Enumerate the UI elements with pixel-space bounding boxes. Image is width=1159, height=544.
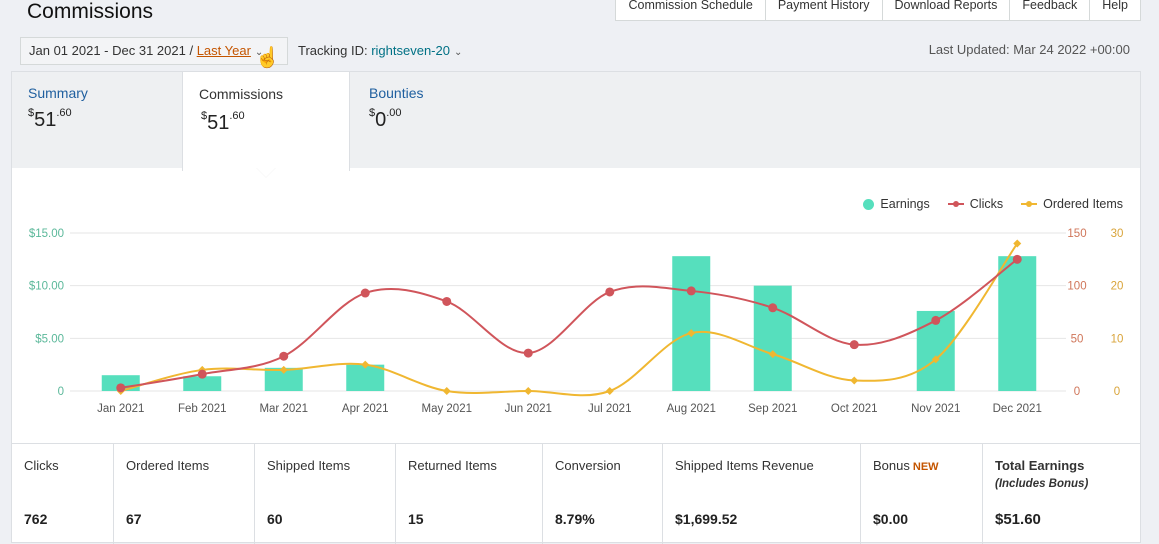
ordered-items-point <box>768 350 777 359</box>
ordered-items-point <box>687 329 696 338</box>
clicks-point <box>360 288 370 298</box>
x-axis-tick: Mar 2021 <box>259 403 308 415</box>
stat-clicks: Clicks 762 <box>24 458 59 527</box>
hand-cursor-icon: ☝ <box>255 47 280 69</box>
clicks-point <box>523 348 533 358</box>
legend-ordered-items[interactable]: Ordered Items <box>1021 197 1123 211</box>
left-axis-tick: $5.00 <box>35 333 64 345</box>
tab-bounties[interactable]: Bounties $0.00 <box>369 85 423 132</box>
tab-commissions-label: Commissions <box>199 86 284 102</box>
clicks-point <box>197 369 207 379</box>
clicks-point <box>279 351 289 361</box>
x-axis-tick: Dec 2021 <box>993 403 1042 415</box>
earnings-bar <box>264 367 303 391</box>
active-tab-pointer-fill <box>257 168 275 177</box>
earnings-bar <box>998 256 1037 391</box>
date-range-text: Jan 01 2021 - Dec 31 2021 / <box>29 43 197 58</box>
right-axis-clicks-tick: 150 <box>1067 228 1086 240</box>
ordered-items-point <box>605 387 614 395</box>
x-axis-tick: Apr 2021 <box>342 403 389 415</box>
x-axis-tick: Jul 2021 <box>588 403 631 415</box>
download-reports-link[interactable]: Download Reports <box>881 0 1010 20</box>
ordered-items-point <box>524 387 533 395</box>
x-axis-tick: Feb 2021 <box>178 403 227 415</box>
earnings-bar <box>183 376 222 391</box>
earnings-bar <box>672 256 711 391</box>
earnings-dot-icon <box>863 198 875 210</box>
ordered-line-icon <box>1021 201 1038 207</box>
ordered-items-point <box>931 355 940 364</box>
ordered-items-point <box>850 376 859 385</box>
stats-row: Clicks 762 Ordered Items 67 Shipped Items 6… <box>12 443 1141 544</box>
right-axis-clicks-tick: 50 <box>1071 333 1084 345</box>
commissions-amount: $51.60 <box>201 110 245 134</box>
right-axis-clicks-tick: 100 <box>1067 281 1086 293</box>
help-link[interactable]: Help <box>1089 0 1140 20</box>
ordered-items-point <box>1013 239 1022 248</box>
last-year-link[interactable]: Last Year <box>196 43 251 58</box>
tracking-id-select[interactable]: Tracking ID: rightseven-20 ⌄ <box>298 43 462 58</box>
bounties-amount: $0.00 <box>369 107 402 131</box>
ordered-items-line <box>120 242 1019 397</box>
stat-returned-items: Returned Items 15 <box>395 444 542 544</box>
stat-shipped-items: Shipped Items 60 <box>254 444 395 544</box>
left-axis-tick: $10.00 <box>29 281 64 293</box>
ordered-items-point <box>361 360 370 369</box>
right-axis-ordered-tick: 0 <box>1114 386 1120 398</box>
chevron-down-icon: ⌄ <box>453 47 463 58</box>
tab-summary[interactable]: Summary $51.60 <box>28 85 88 132</box>
payment-history-link[interactable]: Payment History <box>764 0 882 20</box>
new-badge: NEW <box>912 461 939 473</box>
clicks-point <box>116 383 126 393</box>
tracking-id-value: rightseven-20 <box>371 43 450 58</box>
x-axis-tick: Aug 2021 <box>667 403 716 415</box>
tab-commissions[interactable]: Commissions $51.60 <box>182 71 350 171</box>
feedback-link[interactable]: Feedback <box>1009 0 1089 20</box>
summary-amount: $51.60 <box>28 107 72 131</box>
right-axis-ordered-tick: 20 <box>1111 281 1124 293</box>
legend-clicks[interactable]: Clicks <box>947 197 1003 211</box>
stat-total-earnings: Total Earnings (Includes Bonus) $51.60 <box>982 444 1141 544</box>
stat-shipped-revenue: Shipped Items Revenue $1,699.52 <box>662 444 860 544</box>
stat-bonus: Bonus NEW $0.00 <box>860 444 982 544</box>
chevron-down-icon: ⌄ <box>254 47 264 58</box>
x-axis-tick: Oct 2021 <box>831 403 878 415</box>
clicks-line-icon <box>947 201 964 207</box>
clicks-point <box>768 303 778 313</box>
x-axis-tick: Jun 2021 <box>505 403 552 415</box>
clicks-point <box>686 286 696 296</box>
clicks-point <box>931 315 941 325</box>
x-axis-tick: Nov 2021 <box>911 403 960 415</box>
tab-bounties-label: Bounties <box>369 85 424 101</box>
commission-schedule-link[interactable]: Commission Schedule <box>628 0 753 12</box>
legend-earnings[interactable]: Earnings <box>863 197 930 211</box>
tracking-label: Tracking ID: <box>298 43 372 58</box>
clicks-point <box>1012 254 1022 264</box>
x-axis-tick: Sep 2021 <box>748 403 797 415</box>
ordered-items-point <box>279 365 288 374</box>
earnings-bar <box>346 364 385 391</box>
ordered-items-point <box>442 387 451 395</box>
x-axis-tick: May 2021 <box>421 403 472 415</box>
stat-ordered-items: Ordered Items 67 <box>113 444 254 544</box>
clicks-point <box>442 296 452 306</box>
last-updated: Last Updated: Mar 24 2022 +00:00 <box>928 42 1130 57</box>
right-axis-clicks-tick: 0 <box>1074 386 1080 398</box>
right-axis-ordered-tick: 10 <box>1111 333 1124 345</box>
x-axis-tick: Jan 2021 <box>97 403 144 415</box>
tab-summary-label: Summary <box>28 85 88 101</box>
left-axis-tick: 0 <box>58 386 64 398</box>
earnings-bar <box>753 285 792 391</box>
clicks-point <box>605 287 615 297</box>
clicks-point <box>849 340 859 350</box>
chart-legend: Earnings Clicks Ordered Items <box>863 197 1123 211</box>
date-range-select[interactable]: Jan 01 2021 - Dec 31 2021 / Last Year ⌄ <box>20 37 288 65</box>
right-axis-ordered-tick: 30 <box>1111 228 1124 240</box>
stat-conversion: Conversion 8.79% <box>542 444 662 544</box>
left-axis-tick: $15.00 <box>29 228 64 240</box>
page-title: Commissions <box>27 0 154 23</box>
top-nav: Commission Schedule Payment History Down… <box>615 0 1141 21</box>
